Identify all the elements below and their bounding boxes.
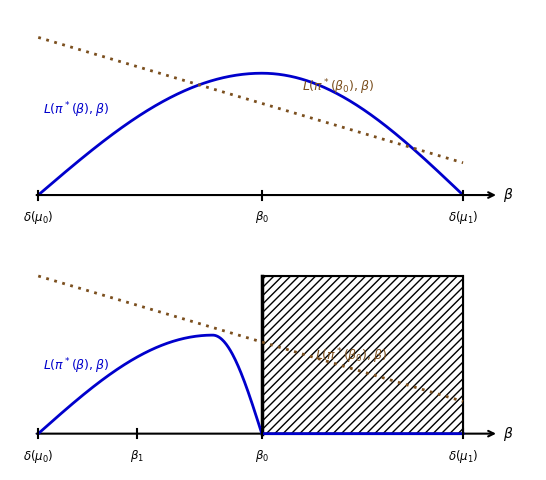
Bar — [262, 276, 463, 433]
Text: $\beta_0$: $\beta_0$ — [255, 448, 269, 464]
Text: $\delta(\mu_1)$: $\delta(\mu_1)$ — [448, 209, 478, 227]
Text: $L(\pi^*(\beta),\beta)$: $L(\pi^*(\beta),\beta)$ — [43, 357, 109, 376]
Text: $\beta$: $\beta$ — [503, 425, 514, 443]
Text: $\delta(\mu_0)$: $\delta(\mu_0)$ — [23, 209, 54, 227]
Text: $\delta(\mu_1)$: $\delta(\mu_1)$ — [448, 448, 478, 465]
Text: $L(\pi^*(\beta_0),\beta)$: $L(\pi^*(\beta_0),\beta)$ — [316, 346, 388, 366]
Text: $L(\pi^*(\beta_0),\beta)$: $L(\pi^*(\beta_0),\beta)$ — [302, 77, 374, 96]
Text: $\beta_1$: $\beta_1$ — [129, 448, 144, 464]
Text: $\beta_0$: $\beta_0$ — [255, 209, 269, 226]
Text: $L(\pi^*(\beta),\beta)$: $L(\pi^*(\beta),\beta)$ — [43, 100, 109, 120]
Text: $\beta$: $\beta$ — [503, 186, 514, 204]
Text: $\delta(\mu_0)$: $\delta(\mu_0)$ — [23, 448, 54, 465]
